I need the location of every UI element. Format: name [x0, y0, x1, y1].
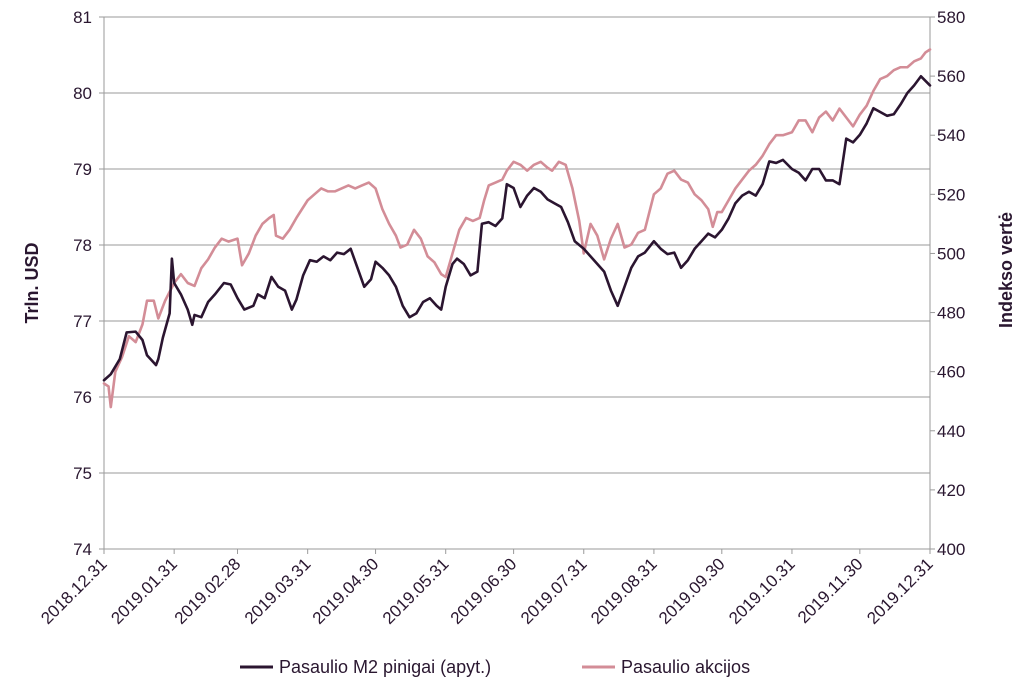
y-left-tick-label: 80 — [73, 84, 92, 103]
x-tick-label: 2018.12.31 — [37, 554, 111, 628]
y-right-tick-label: 460 — [937, 363, 965, 382]
y-left-tick-label: 75 — [73, 464, 92, 483]
y-left-tick-label: 77 — [73, 312, 92, 331]
x-tick-labels: 2018.12.312019.01.312019.02.282019.03.31… — [37, 549, 937, 628]
series-lines — [102, 48, 932, 409]
x-tick-label: 2019.04.30 — [309, 554, 383, 628]
series-line-equity — [102, 48, 932, 409]
y-right-tick-label: 400 — [937, 540, 965, 559]
legend: Pasaulio M2 pinigai (apyt.) Pasaulio akc… — [240, 657, 750, 677]
legend-label-m2: Pasaulio M2 pinigai (apyt.) — [279, 657, 491, 677]
y-right-tick-label: 420 — [937, 481, 965, 500]
x-tick-label: 2019.11.30 — [794, 554, 867, 627]
x-tick-label: 2019.09.30 — [655, 554, 729, 628]
y-left-tick-label: 76 — [73, 388, 92, 407]
x-tick-label: 2019.12.31 — [863, 554, 937, 628]
legend-label-equity: Pasaulio akcijos — [621, 657, 750, 677]
grid-lines — [104, 16, 930, 550]
x-tick-label: 2019.02.28 — [171, 554, 245, 628]
y-right-tick-labels: 400 420 440 460 480 500 520 540 560 580 — [930, 8, 965, 559]
y-right-tick-label: 580 — [937, 8, 965, 27]
x-tick-label: 2019.10.31 — [725, 554, 799, 628]
y-left-tick-label: 74 — [73, 540, 92, 559]
series-line-m2 — [102, 74, 932, 382]
x-tick-label: 2019.03.31 — [241, 554, 315, 628]
y-right-tick-label: 440 — [937, 422, 965, 441]
x-tick-label: 2019.06.30 — [447, 554, 521, 628]
y-right-tick-label: 540 — [937, 126, 965, 145]
y-right-tick-label: 560 — [937, 67, 965, 86]
x-tick-label: 2019.01.31 — [107, 554, 181, 628]
y-right-tick-label: 520 — [937, 185, 965, 204]
y-left-tick-label: 79 — [73, 160, 92, 179]
y-left-tick-label: 78 — [73, 236, 92, 255]
y-left-tick-label: 81 — [73, 8, 92, 27]
y-right-axis-title: Indekso vertė — [996, 212, 1016, 328]
x-tick-label: 2019.08.31 — [587, 554, 661, 628]
x-tick-label: 2019.05.31 — [379, 554, 453, 628]
y-right-tick-label: 480 — [937, 304, 965, 323]
y-left-axis-title: Trln. USD — [22, 242, 42, 323]
y-right-tick-label: 500 — [937, 244, 965, 263]
x-tick-label: 2019.07.31 — [517, 554, 591, 628]
y-left-tick-labels: 74 75 76 77 78 79 80 81 — [73, 8, 104, 559]
